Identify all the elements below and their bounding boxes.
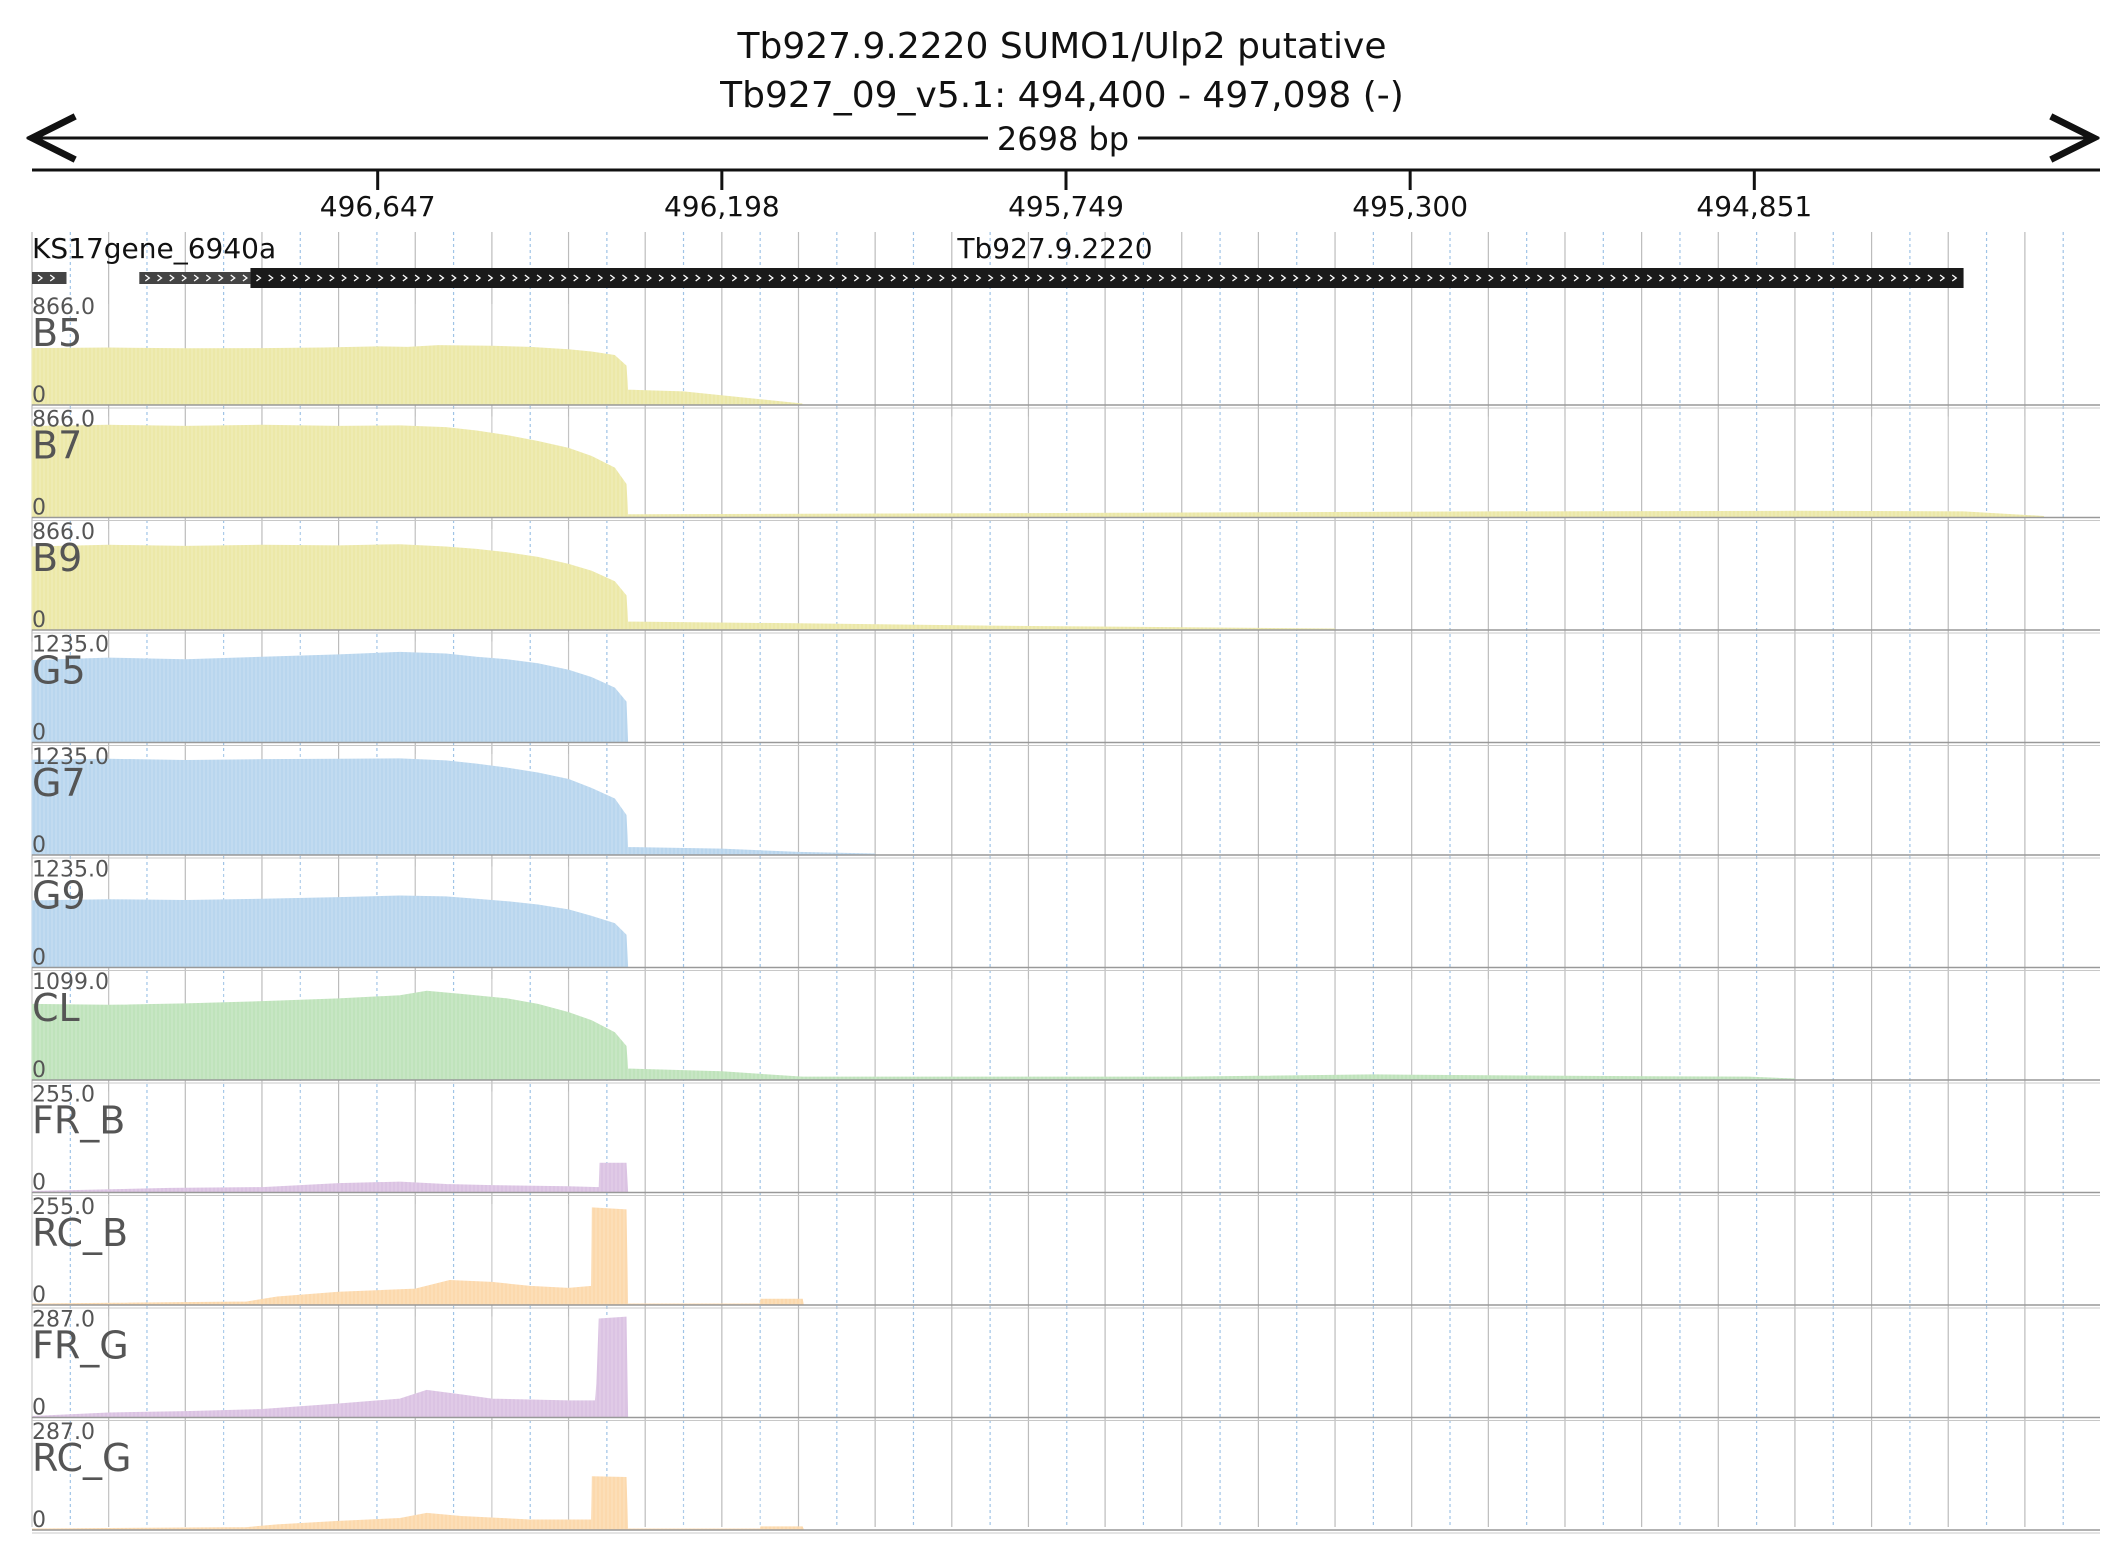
track-ymax-label: 1235.0 (32, 745, 109, 770)
track-name-label: B5 (32, 311, 82, 355)
coverage-area (31, 1316, 629, 1417)
track-ymax-label: 866.0 (32, 520, 95, 545)
coverage-area (31, 1207, 804, 1305)
ruler-tick-label: 496,198 (664, 190, 780, 223)
coverage-area (31, 544, 1336, 630)
bar-texture (31, 1091, 625, 1192)
track-ymax-label: 255.0 (32, 1083, 95, 1108)
track-ymax-label: 866.0 (32, 408, 95, 433)
track-g7: 1235.0G7 0 (31, 745, 2100, 859)
gene-feature[interactable] (139, 272, 251, 284)
track-rc-g: 287.0RC_G 0 (31, 1420, 2100, 1534)
track-ymin-label: 0 (32, 496, 46, 521)
track-ymax-label: 255.0 (32, 1195, 95, 1220)
track-ymin-label: 0 (32, 946, 46, 971)
track-ymin-label: 0 (32, 1396, 46, 1421)
track-b5: 866.0B5 0 (31, 295, 2100, 409)
gene-label: Tb927.9.2220 (956, 232, 1152, 265)
signal-tracks: 866.0B50866.0B70866.0B901235.0G501235.0G… (31, 295, 2100, 1534)
track-name-label: RC_G (32, 1436, 132, 1480)
span-length-label: 2698 bp (997, 120, 1129, 158)
bar-texture (31, 529, 1333, 629)
coverage-area (31, 895, 629, 967)
track-ymax-label: 287.0 (32, 1308, 95, 1333)
track-ymin-label: 0 (32, 833, 46, 858)
track-ymin-label: 0 (32, 1058, 46, 1083)
bar-texture (31, 754, 873, 854)
bar-texture (31, 979, 1793, 1079)
track-g5: 1235.0G5 0 (31, 633, 2100, 746)
track-ymax-label: 287.0 (32, 1420, 95, 1445)
track-name-label: B9 (32, 536, 82, 580)
bar-texture (31, 416, 2045, 517)
track-name-label: B7 (32, 424, 82, 468)
track-name-label: RC_B (32, 1211, 128, 1255)
strand-chevrons (256, 274, 1958, 282)
coverage-area (31, 651, 629, 742)
bar-texture (31, 1204, 801, 1304)
track-g9: 1235.0G9 0 (31, 858, 2100, 971)
bar-texture (31, 304, 801, 404)
bar-texture (31, 866, 625, 967)
bar-texture (31, 641, 625, 742)
ruler-tick-label: 494,851 (1696, 190, 1812, 223)
track-ymin-label: 0 (32, 721, 46, 746)
coverage-area (31, 1162, 629, 1192)
track-ymax-label: 1099.0 (32, 970, 109, 995)
bar-texture (31, 1429, 801, 1529)
chart-subtitle: Tb927_09_v5.1: 494,400 - 497,098 (-) (719, 75, 1404, 116)
track-name-label: CL (32, 986, 80, 1030)
track-rc-b: 255.0RC_B 0 (31, 1195, 2100, 1309)
track-cl: 1099.0CL 0 (31, 970, 2100, 1084)
chart-title: Tb927.9.2220 SUMO1/Ulp2 putative (736, 26, 1386, 67)
strand-chevrons (144, 274, 248, 282)
ruler-tick-label: 495,300 (1352, 190, 1468, 223)
track-ymin-label: 0 (32, 608, 46, 633)
gene-models: KS17gene_6940a Tb927.9.2220 (32, 232, 1964, 288)
track-b7: 866.0B7 0 (31, 408, 2100, 521)
track-ymin-label: 0 (32, 1508, 46, 1533)
track-ymax-label: 1235.0 (32, 633, 109, 658)
ruler-tick-label: 496,647 (320, 190, 436, 223)
gene-label: KS17gene_6940a (32, 232, 276, 265)
track-b9: 866.0B9 0 (31, 520, 2100, 634)
track-ymax-label: 1235.0 (32, 858, 109, 883)
track-name-label: G9 (32, 874, 86, 918)
bar-texture (31, 1316, 625, 1417)
track-ymin-label: 0 (32, 1283, 46, 1308)
track-name-label: FR_B (32, 1099, 125, 1143)
ruler-ticks: 496,647 496,198 495,749 495,300 494,851 (320, 170, 1812, 223)
ruler-tick-label: 495,749 (1008, 190, 1124, 223)
track-ymin-label: 0 (32, 1171, 46, 1196)
track-name-label: FR_G (32, 1324, 129, 1368)
gene-feature[interactable] (250, 268, 1964, 288)
track-ymin-label: 0 (32, 383, 46, 408)
gene-feature[interactable] (32, 272, 67, 284)
track-name-label: G7 (32, 761, 86, 805)
coverage-area (31, 1476, 804, 1530)
track-name-label: G5 (32, 649, 86, 693)
coverage-area (31, 758, 876, 855)
track-fr-b: 255.0FR_B 0 (31, 1083, 2100, 1196)
strand-chevrons (37, 274, 56, 282)
track-fr-g: 287.0FR_G 0 (31, 1308, 2100, 1421)
coverage-area (31, 424, 2045, 517)
coverage-area (31, 990, 1795, 1080)
coverage-area (31, 345, 803, 405)
track-ymax-label: 866.0 (32, 295, 95, 320)
